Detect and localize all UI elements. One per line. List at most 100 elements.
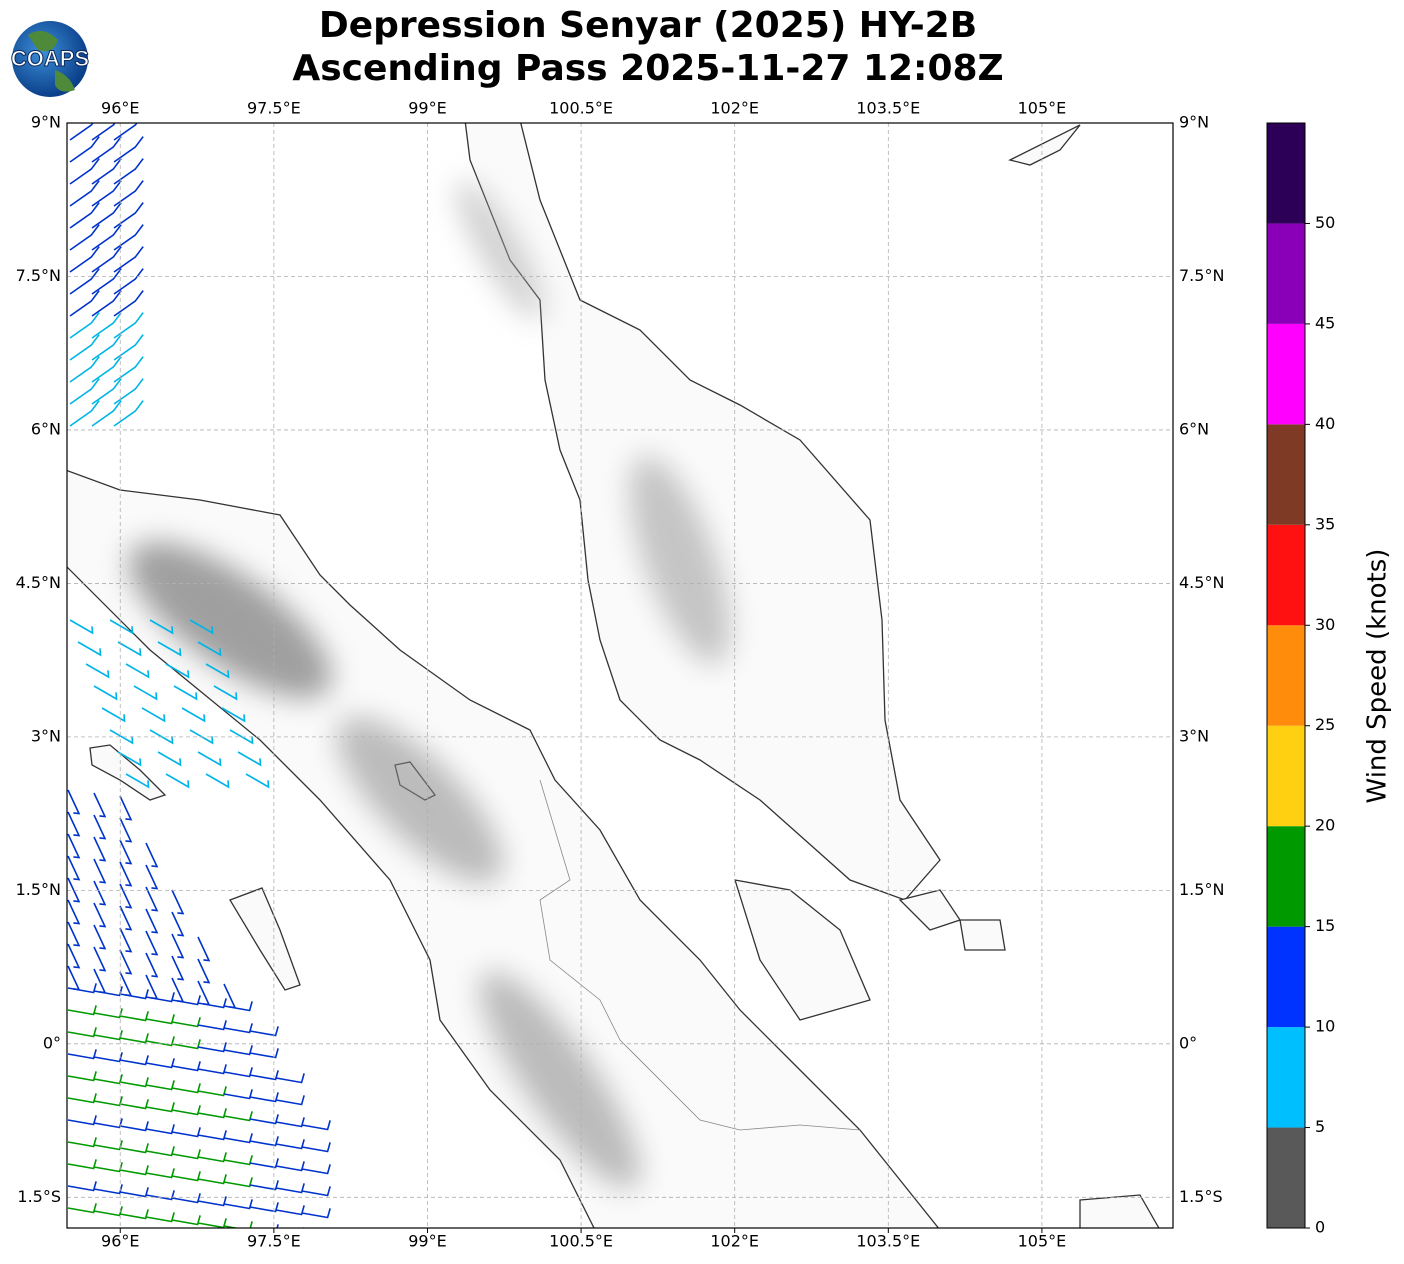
wind-barb bbox=[275, 1161, 305, 1172]
wind-barb bbox=[119, 1187, 149, 1198]
y-tick-label: 4.5°N bbox=[1179, 573, 1224, 592]
colorbar-tick-label: 10 bbox=[1315, 1017, 1335, 1036]
wind-barb bbox=[171, 889, 185, 915]
wind-barb bbox=[119, 1033, 149, 1044]
wind-barb bbox=[275, 1073, 305, 1084]
colorbar-tick-label: 40 bbox=[1315, 414, 1335, 433]
wind-barb bbox=[171, 1193, 201, 1204]
wind-barb bbox=[67, 1027, 97, 1038]
wind-barb bbox=[117, 751, 142, 767]
wind-barb bbox=[197, 936, 211, 962]
title: Depression Senyar (2025) HY-2B bbox=[319, 5, 977, 46]
wind-barb bbox=[67, 1115, 97, 1126]
x-tick-label: 105°E bbox=[1018, 99, 1067, 118]
wind-barb bbox=[67, 1159, 97, 1170]
wind-barb bbox=[197, 1064, 227, 1075]
wind-barb bbox=[171, 1061, 201, 1072]
wind-barb bbox=[171, 911, 185, 937]
wind-barb bbox=[93, 1074, 123, 1085]
colorbar-label: Wind Speed (knots) bbox=[1363, 549, 1393, 804]
wind-barb bbox=[69, 268, 100, 295]
wind-barb bbox=[113, 290, 144, 317]
x-tick-label: 103.5°E bbox=[856, 1232, 920, 1251]
wind-barb bbox=[245, 773, 270, 789]
wind-barb bbox=[275, 1117, 305, 1128]
wind-barb bbox=[113, 268, 144, 295]
wind-barb bbox=[69, 334, 100, 361]
colorbar-segment bbox=[1267, 725, 1305, 827]
wind-barb bbox=[67, 1005, 97, 1016]
wind-barb bbox=[109, 619, 134, 635]
wind-barb bbox=[223, 1111, 253, 1122]
wind-barb bbox=[67, 877, 81, 903]
wind-barb bbox=[113, 246, 144, 273]
y-tick-label: 6°N bbox=[31, 419, 61, 438]
wind-barb bbox=[119, 861, 133, 887]
y-tick-label: 1.5°S bbox=[1179, 1187, 1223, 1206]
y-tick-label: 1.5°S bbox=[17, 1187, 61, 1206]
y-tick-label: 9°N bbox=[31, 113, 61, 132]
wind-barb bbox=[69, 123, 94, 141]
wind-barb bbox=[119, 1165, 149, 1176]
y-tick-label: 0° bbox=[1179, 1033, 1197, 1052]
wind-barb bbox=[301, 1208, 331, 1219]
wind-barb bbox=[149, 729, 174, 745]
wind-barb bbox=[145, 992, 175, 1003]
wind-barb bbox=[223, 1199, 253, 1210]
wind-barb bbox=[93, 1052, 123, 1063]
wind-barb bbox=[145, 1212, 175, 1223]
colorbar-tick-label: 20 bbox=[1315, 816, 1335, 835]
wind-barb bbox=[197, 1152, 227, 1163]
wind-barb bbox=[69, 378, 100, 405]
wind-barb bbox=[197, 958, 211, 984]
wind-barb bbox=[119, 883, 133, 909]
wind-barb bbox=[145, 952, 159, 978]
y-tick-label: 1.5°N bbox=[16, 880, 61, 899]
wind-barb bbox=[119, 795, 133, 821]
wind-barb bbox=[145, 1080, 175, 1091]
wind-barb bbox=[101, 707, 126, 723]
wind-barb bbox=[223, 1177, 253, 1188]
wind-barb bbox=[67, 921, 81, 947]
wind-barb bbox=[113, 356, 144, 383]
wind-barb bbox=[113, 180, 144, 207]
wind-barb bbox=[189, 729, 214, 745]
colorbar-segment bbox=[1267, 524, 1305, 626]
wind-barb bbox=[91, 158, 122, 185]
x-tick-label: 100.5°E bbox=[549, 99, 613, 118]
logo-globe bbox=[12, 21, 88, 97]
wind-barb bbox=[119, 905, 133, 931]
x-tick-label: 99°E bbox=[408, 99, 446, 118]
wind-barb bbox=[119, 1055, 149, 1066]
wind-barb bbox=[165, 663, 190, 679]
wind-barb bbox=[67, 943, 81, 969]
x-tick-label: 96°E bbox=[101, 99, 139, 118]
wind-barb bbox=[91, 268, 122, 295]
wind-barb bbox=[141, 707, 166, 723]
wind-barb bbox=[125, 663, 150, 679]
wind-barb bbox=[249, 1158, 279, 1169]
wind-barb bbox=[145, 1036, 175, 1047]
colorbar-segment bbox=[1267, 1127, 1305, 1228]
wind-barb bbox=[113, 224, 144, 251]
wind-barb bbox=[213, 685, 238, 701]
subtitle: Ascending Pass 2025-11-27 12:08Z bbox=[292, 48, 1003, 89]
map-frame bbox=[66, 122, 1174, 1229]
wind-barb bbox=[91, 246, 122, 273]
wind-barb bbox=[93, 1030, 123, 1041]
wind-barb bbox=[171, 1127, 201, 1138]
wind-barb bbox=[67, 1071, 97, 1082]
wind-barb bbox=[85, 663, 110, 679]
colorbar-segment bbox=[1267, 424, 1305, 525]
x-tick-label: 105°E bbox=[1018, 1232, 1067, 1251]
wind-barb bbox=[119, 1143, 149, 1154]
wind-barb bbox=[93, 1140, 123, 1151]
wind-barb bbox=[125, 773, 150, 789]
wind-barb bbox=[133, 685, 158, 701]
colorbar-frame bbox=[1266, 122, 1306, 1229]
y-tick-label: 6°N bbox=[1179, 419, 1209, 438]
wind-barb bbox=[197, 641, 222, 657]
wind-barb bbox=[93, 814, 107, 840]
wind-barb bbox=[119, 1077, 149, 1088]
wind-barb bbox=[93, 1184, 123, 1195]
